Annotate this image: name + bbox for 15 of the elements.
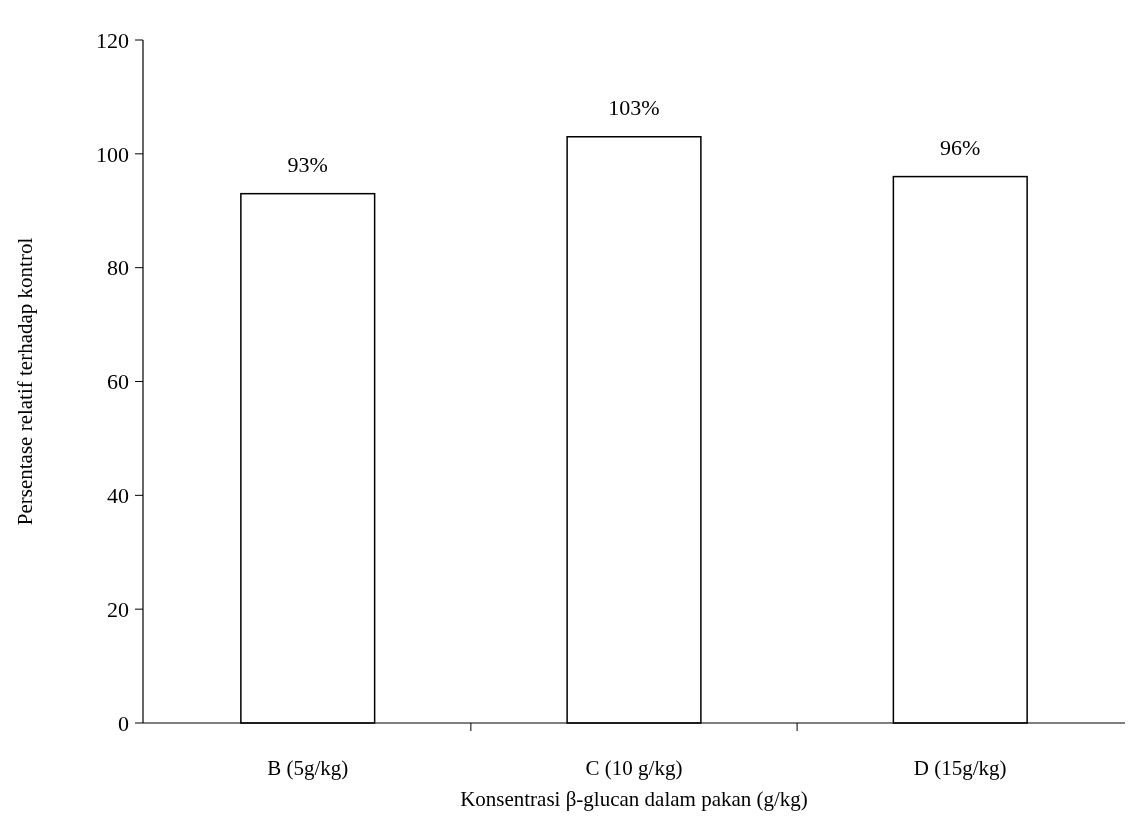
x-axis-title: Konsentrasi β-glucan dalam pakan (g/kg) <box>460 787 808 811</box>
data-label: 93% <box>287 151 328 177</box>
x-tick-label: B (5g/kg) <box>267 756 349 780</box>
y-tick-label: 0 <box>118 710 129 736</box>
x-tick-label: C (10 g/kg) <box>585 756 683 780</box>
y-tick-label: 100 <box>96 141 129 167</box>
y-axis-title: Persentase relatif terhadap kontrol <box>13 237 37 526</box>
y-tick-label: 120 <box>96 27 129 53</box>
y-tick-label: 80 <box>107 255 129 281</box>
data-label: 96% <box>940 134 981 160</box>
data-label: 103% <box>608 94 660 120</box>
y-tick-label: 60 <box>107 369 129 395</box>
y-tick-label: 40 <box>107 483 129 509</box>
x-tick-label: D (15g/kg) <box>913 756 1007 780</box>
y-tick-label: 20 <box>107 596 129 622</box>
